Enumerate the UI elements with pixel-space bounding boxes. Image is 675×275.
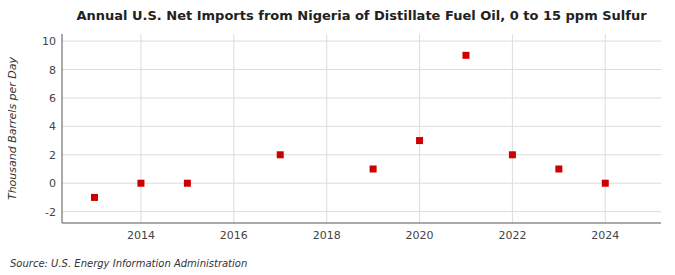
point bbox=[602, 180, 609, 187]
title: Annual U.S. Net Imports from Nigeria of … bbox=[76, 8, 647, 23]
grid-line bbox=[512, 34, 513, 223]
annotation: Source: U.S. Energy Information Administ… bbox=[10, 258, 247, 269]
tick-label: 2024 bbox=[591, 229, 619, 242]
point bbox=[184, 180, 191, 187]
tick-label: 2022 bbox=[498, 229, 526, 242]
grid-line bbox=[140, 34, 141, 223]
point bbox=[137, 180, 144, 187]
point bbox=[277, 151, 284, 158]
tick-label: 2 bbox=[49, 149, 56, 162]
points bbox=[91, 52, 609, 201]
tick-label: 4 bbox=[49, 120, 56, 133]
x-axis-line bbox=[62, 223, 661, 224]
tick-label: 2018 bbox=[313, 229, 341, 242]
grid-line bbox=[62, 183, 661, 184]
point bbox=[91, 194, 98, 201]
grid-line bbox=[62, 41, 661, 42]
tick-label: 2014 bbox=[127, 229, 155, 242]
point bbox=[509, 151, 516, 158]
tick-label: -2 bbox=[45, 206, 56, 219]
chart: -2 0 2 4 6 8 10 2014 2016 2018 2020 2022 2024 Annual … bbox=[0, 0, 675, 275]
grid-line bbox=[62, 211, 661, 212]
point bbox=[555, 166, 562, 173]
tick-label: 10 bbox=[42, 35, 56, 48]
grid-line bbox=[62, 69, 661, 70]
tick-label: 2016 bbox=[220, 229, 248, 242]
grid-line bbox=[62, 126, 661, 127]
y-axis-line bbox=[62, 34, 63, 223]
tick-label: 8 bbox=[49, 64, 56, 77]
grid-line bbox=[62, 154, 661, 155]
tick-label: 2020 bbox=[406, 229, 434, 242]
grid-line bbox=[605, 34, 606, 223]
point bbox=[370, 166, 377, 173]
point bbox=[462, 52, 469, 59]
grid-line bbox=[326, 34, 327, 223]
grid bbox=[62, 34, 661, 223]
y-axis-label: Thousand Barrels per Day bbox=[6, 56, 19, 200]
grid-line bbox=[419, 34, 420, 223]
grid-line bbox=[62, 97, 661, 98]
tick-label: 6 bbox=[49, 92, 56, 105]
grid-line bbox=[233, 34, 234, 223]
point bbox=[416, 137, 423, 144]
tick-label: 0 bbox=[49, 177, 56, 190]
